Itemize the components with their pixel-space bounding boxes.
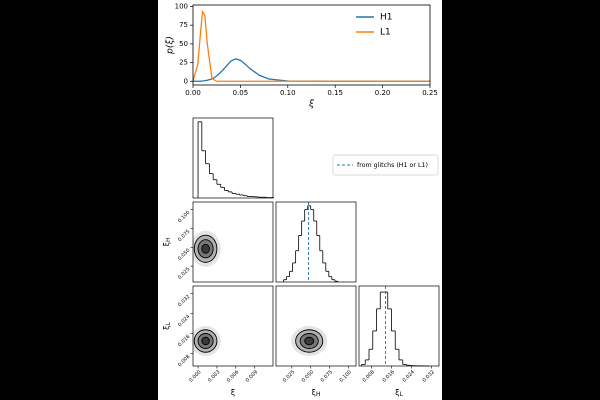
x-tick-label: 0.05 xyxy=(233,89,249,97)
panel-frame xyxy=(275,201,357,283)
axis-label: ξH xyxy=(162,238,172,247)
density-panel xyxy=(291,326,328,356)
axis-label: ξL xyxy=(395,388,403,398)
x-axis-label: ξ xyxy=(308,100,315,110)
y-axis-label: p(ξ) xyxy=(166,36,176,55)
x-tick-label: 0.20 xyxy=(375,89,391,97)
density-contour xyxy=(304,336,315,346)
line-series xyxy=(193,58,430,82)
y-tick-label: 75 xyxy=(179,21,188,29)
y-tick-label: 100 xyxy=(175,2,188,10)
density-contour xyxy=(201,243,210,254)
axis-label: ξH xyxy=(312,388,321,398)
y-tick-label: 25 xyxy=(179,59,188,67)
density-panel xyxy=(193,326,221,356)
axis-label-subscript: H xyxy=(316,391,321,398)
axis-label-symbol: ξ xyxy=(231,388,235,397)
legend-label: H1 xyxy=(380,13,393,23)
density-panel xyxy=(193,230,221,267)
legend-label: from glitchs (H1 or L1) xyxy=(357,162,428,169)
legend-box xyxy=(332,154,439,176)
axis-label-symbol: ξ xyxy=(162,325,171,329)
x-tick-label: 0.15 xyxy=(327,89,343,97)
legend-label: L1 xyxy=(380,28,391,38)
axis-label-symbol: ξ xyxy=(162,242,171,246)
y-tick-label: 0 xyxy=(184,77,188,85)
axis-label-symbol: ξ xyxy=(395,388,399,397)
panel-frame xyxy=(192,117,274,199)
axis-label-subscript: L xyxy=(400,391,404,398)
axis-label-subscript: L xyxy=(165,321,172,325)
panel-frame xyxy=(358,285,440,367)
x-tick-label: 0.25 xyxy=(422,89,438,97)
plot-frame xyxy=(192,4,431,86)
y-tick-label: 50 xyxy=(179,40,188,48)
axis-label-subscript: H xyxy=(165,238,172,243)
density-contour xyxy=(201,336,210,346)
panel-frame xyxy=(275,285,357,367)
x-tick-label: 0.10 xyxy=(280,89,296,97)
panel-frame xyxy=(192,201,274,283)
axis-label: ξ xyxy=(231,388,235,397)
line-series xyxy=(192,9,430,82)
x-tick-label: 0.00 xyxy=(185,89,201,97)
axis-label-symbol: ξ xyxy=(312,388,316,397)
axis-label: ξL xyxy=(162,321,172,329)
panel-frame xyxy=(192,285,274,367)
